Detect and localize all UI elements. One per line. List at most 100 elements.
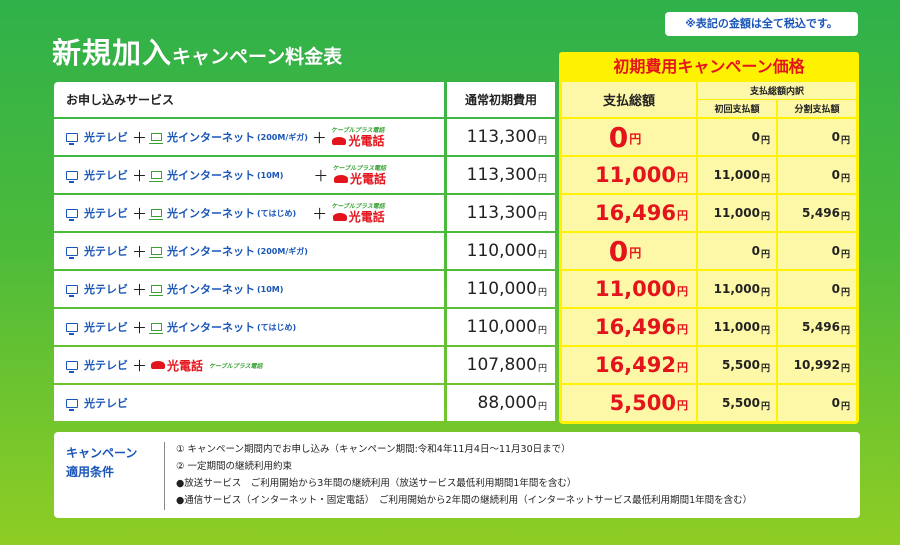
plus-sign: ＋ — [312, 204, 328, 223]
table-row: 光テレビ ＋ 光電話 ケーブルプラス電話 107,800 円 16,492 円 5,… — [54, 347, 856, 383]
yen-unit: 円 — [677, 399, 688, 412]
table-row: 光テレビ ＋ 光インターネット (10M) 110,000 円 11,000 円 11… — [54, 271, 856, 307]
split-value: 0 — [831, 130, 840, 144]
initial-value: 11,000 — [713, 320, 760, 334]
service-cell: 光テレビ ＋ 光インターネット (200M/ギガ) ＋ ケーブルプラス電話 光電話 — [54, 119, 444, 155]
phone-icon — [333, 174, 348, 183]
yen-unit: 円 — [537, 402, 547, 412]
phone-icon — [332, 212, 347, 221]
normal-fee-value: 113,300 — [466, 127, 537, 147]
table-row: 光テレビ ＋ 光インターネット (200M/ギガ) ＋ ケーブルプラス電話 光電話 … — [54, 119, 856, 155]
tv-label: 光テレビ — [84, 321, 128, 334]
split-value: 0 — [831, 244, 840, 258]
service-cell: 光テレビ ＋ 光インターネット (10M) — [54, 271, 444, 307]
normal-fee-value: 110,000 — [466, 317, 537, 337]
computer-icon — [149, 133, 164, 144]
yen-unit: 円 — [677, 361, 688, 374]
condition-line: ●放送サービス ご利用開始から3年間の継続利用（放送サービス最低利用期間1年間を… — [176, 478, 577, 489]
yen-unit: 円 — [760, 402, 770, 412]
phone-brand-logo: ケーブルプラス電話 — [209, 362, 263, 370]
normal-fee-cell: 113,300 円 — [447, 119, 555, 155]
tv-icon — [66, 132, 78, 145]
tv-icon — [66, 208, 78, 221]
yen-unit: 円 — [760, 326, 770, 336]
yen-unit: 円 — [840, 326, 850, 336]
campaign-conditions: キャンペーン 適用条件 ① キャンペーン期間内でお申し込み（キャンペーン期間:令… — [54, 432, 860, 518]
initial-value: 0 — [751, 244, 760, 258]
service-cell: 光テレビ ＋ 光インターネット (200M/ギガ) — [54, 233, 444, 269]
initial-value: 11,000 — [713, 282, 760, 296]
phone-icon — [151, 361, 166, 369]
tax-note: ※表記の金額は全て税込です。 — [665, 12, 858, 36]
conditions-label: キャンペーン 適用条件 — [66, 444, 158, 482]
plus-sign: ＋ — [311, 128, 327, 147]
service-cell: 光テレビ — [54, 385, 444, 421]
conditions-label-line2: 適用条件 — [66, 465, 115, 479]
net-label: 光インターネット — [167, 245, 256, 258]
total-value: 11,000 — [594, 277, 676, 301]
yen-unit: 円 — [677, 171, 688, 184]
page-title: 新規加入キャンペーン料金表 — [52, 30, 342, 72]
service-cell: 光テレビ ＋ 光インターネット (てはじめ) — [54, 309, 444, 345]
plus-sign: ＋ — [313, 166, 329, 185]
split-value: 0 — [831, 168, 840, 182]
plus-sign: ＋ — [132, 356, 148, 375]
phone-service: ケーブルプラス電話 光電話 — [332, 165, 386, 185]
yen-unit: 円 — [677, 323, 688, 336]
phone-icon — [332, 136, 347, 145]
initial-payment-cell: 5,500 円 — [698, 385, 776, 421]
total-cell: 11,000 円 — [562, 271, 696, 307]
total-cell: 16,496 円 — [562, 195, 696, 231]
split-payment-cell: 5,496 円 — [778, 309, 856, 345]
tv-label: 光テレビ — [84, 207, 128, 220]
tv-icon — [66, 398, 78, 411]
yen-unit: 円 — [537, 212, 547, 222]
yen-unit: 円 — [840, 250, 850, 260]
yen-unit: 円 — [677, 209, 688, 222]
total-value: 16,492 — [594, 353, 676, 377]
yen-unit: 円 — [760, 288, 770, 298]
yen-unit: 円 — [760, 136, 770, 146]
condition-line: ●通信サービス（インターネット・固定電話） ご利用開始から2年間の継続利用（イン… — [176, 495, 753, 506]
yen-unit: 円 — [840, 402, 850, 412]
table-row: 光テレビ ＋ 光インターネット (10M) ＋ ケーブルプラス電話 光電話 113,… — [54, 157, 856, 193]
condition-line: ① キャンペーン期間内でお申し込み（キャンペーン期間:令和4年11月4日〜11月… — [176, 444, 571, 455]
normal-fee-cell: 110,000 円 — [447, 309, 555, 345]
normal-fee-cell: 107,800 円 — [447, 347, 555, 383]
computer-icon — [149, 247, 164, 258]
header-normal-fee: 通常初期費用 — [447, 82, 555, 117]
yen-unit: 円 — [760, 174, 770, 184]
service-cell: 光テレビ ＋ 光インターネット (てはじめ) ＋ ケーブルプラス電話 光電話 — [54, 195, 444, 231]
normal-fee-cell: 110,000 円 — [447, 233, 555, 269]
header-breakdown: 支払総額内訳 — [698, 82, 856, 99]
plus-sign: ＋ — [132, 318, 148, 337]
total-value: 0 — [608, 234, 629, 268]
yen-unit: 円 — [537, 174, 547, 184]
tv-label: 光テレビ — [84, 169, 128, 182]
header-split-payment: 分割支払額 — [778, 100, 856, 117]
yen-unit: 円 — [840, 174, 850, 184]
tv-label: 光テレビ — [84, 283, 128, 296]
net-speed: (200M/ギガ) — [257, 246, 308, 256]
total-cell: 11,000 円 — [562, 157, 696, 193]
yen-unit: 円 — [840, 136, 850, 146]
total-cell: 16,492 円 — [562, 347, 696, 383]
net-speed: (10M) — [257, 284, 284, 294]
net-label: 光インターネット — [167, 169, 256, 182]
initial-payment-cell: 11,000 円 — [698, 309, 776, 345]
initial-payment-cell: 5,500 円 — [698, 347, 776, 383]
campaign-banner: 初期費用キャンペーン価格 — [559, 52, 859, 82]
net-speed: (200M/ギガ) — [257, 132, 308, 142]
computer-icon — [149, 285, 164, 296]
plus-sign: ＋ — [132, 166, 148, 185]
header-total: 支払総額 — [562, 82, 696, 117]
title-main: 新規加入 — [52, 36, 173, 70]
yen-unit: 円 — [840, 364, 850, 374]
tv-label: 光テレビ — [84, 359, 128, 372]
tv-icon — [66, 246, 78, 259]
total-value: 0 — [608, 120, 629, 154]
